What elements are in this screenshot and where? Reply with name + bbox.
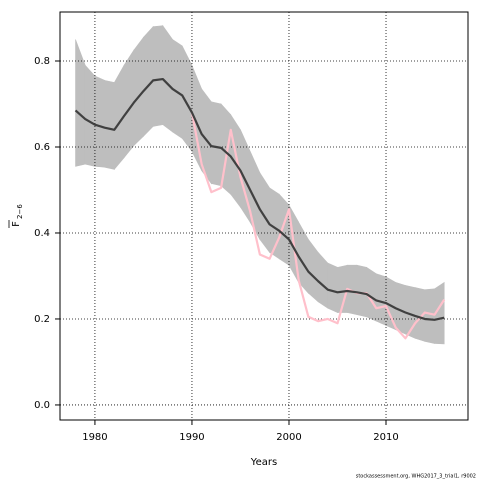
confidence-band [317, 251, 329, 309]
x-axis-label: Years [250, 457, 277, 468]
y-axis-label-subscript: 2−6 [16, 204, 24, 219]
y-tick-label: 0.6 [34, 142, 50, 153]
confidence-band [249, 151, 261, 241]
x-tick-label: 1980 [82, 432, 107, 443]
y-tick-label: 0.2 [34, 314, 50, 325]
y-axis-label-group: F 2−6 [8, 204, 24, 228]
confidence-band [84, 64, 96, 167]
confidence-band [327, 262, 338, 313]
y-tick-label: 0.0 [34, 400, 50, 411]
line [74, 77, 445, 321]
confidence-band [230, 113, 241, 209]
plot-frame [59, 11, 469, 421]
confidence-band [104, 79, 115, 170]
x-tick-label: 2010 [373, 432, 398, 443]
confidence-band [211, 101, 222, 187]
y-tick-label: 0.8 [34, 56, 50, 67]
x-tick-label: 2000 [276, 432, 301, 443]
x-tick-label: 1990 [179, 432, 204, 443]
confidence-band [75, 39, 86, 167]
confidence-band [376, 273, 387, 326]
y-tick-label: 0.4 [34, 228, 50, 239]
confidence-band [162, 24, 173, 133]
confidence-band [152, 25, 164, 127]
confidence-band [94, 75, 105, 168]
confidence-band [434, 281, 445, 345]
confidence-band [308, 238, 319, 303]
footnote: stockassessment.org, WHG2017_3_trial1, r… [356, 474, 476, 480]
confidence-band [356, 264, 367, 318]
confidence-band [424, 288, 435, 344]
y-axis-label: F [11, 221, 22, 227]
line [190, 112, 446, 340]
